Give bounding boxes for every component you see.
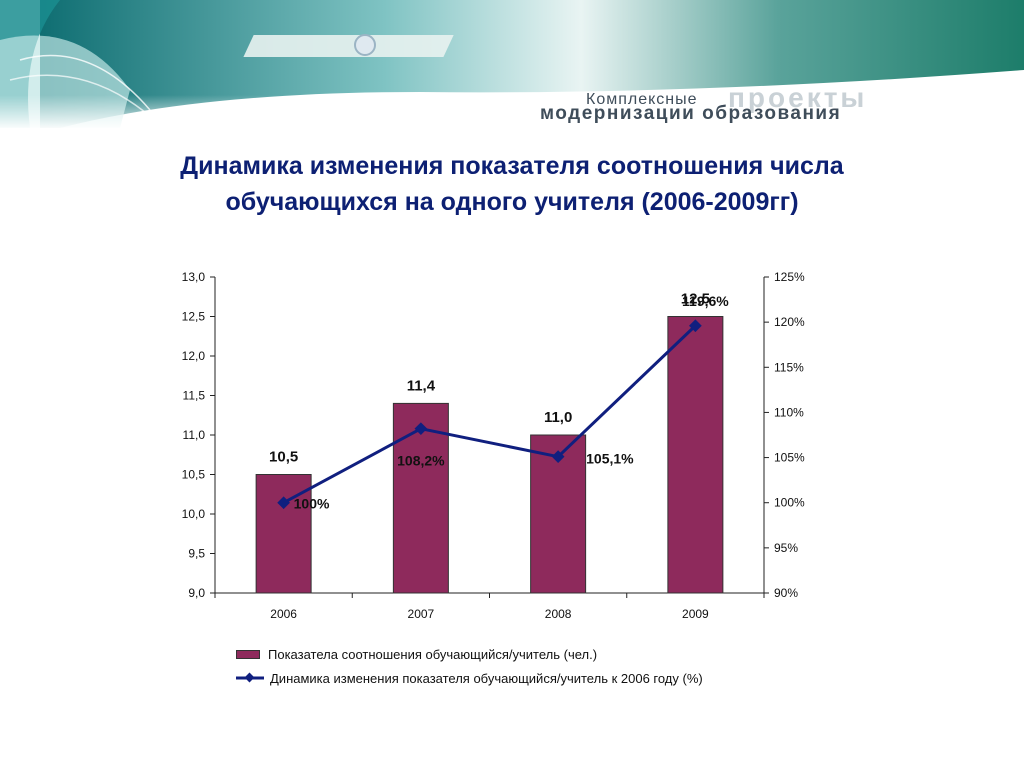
banner-title-modernization: модернизации образования xyxy=(540,103,842,124)
page-title-line-1: Динамика изменения показателя соотношени… xyxy=(180,152,844,180)
legend-item-bars: Показатела соотношения обучающийся/учите… xyxy=(236,642,703,666)
x-axis-tick-label: 2009 xyxy=(682,607,709,621)
right-axis-tick-label: 120% xyxy=(774,315,805,329)
legend-swatch-bar xyxy=(236,649,260,659)
line-value-label: 105,1% xyxy=(586,451,634,467)
legend-label-line: Динамика изменения показателя обучающийс… xyxy=(270,670,703,686)
left-axis-tick-label: 12,5 xyxy=(182,310,206,324)
legend-swatch-line xyxy=(236,672,264,683)
x-axis-tick-label: 2008 xyxy=(545,607,572,621)
line-point-marker xyxy=(414,422,428,436)
page-title-line-2: обучающихся на одного учителя (2006-2009… xyxy=(225,188,799,216)
left-axis-tick-label: 10,0 xyxy=(182,507,206,521)
banner-title-projects: проекты xyxy=(728,82,868,113)
legend-label-bars: Показатела соотношения обучающийся/учите… xyxy=(268,646,598,662)
chart-legend: Показатела соотношения обучающийся/учите… xyxy=(236,642,703,690)
left-axis-tick-label: 11,0 xyxy=(183,428,206,442)
left-axis-tick-label: 10,5 xyxy=(182,468,206,482)
line-value-label: 100% xyxy=(294,496,330,512)
left-axis-tick-label: 13,0 xyxy=(182,270,206,284)
right-axis-tick-label: 125% xyxy=(774,270,805,284)
right-axis-tick-label: 90% xyxy=(774,586,798,600)
combo-chart: 9,0 9,5 10,0 10,5 11,0 11,5 12,0 12,5 13,0 90% 95%… xyxy=(182,270,805,621)
x-axis-tick-label: 2006 xyxy=(270,607,297,621)
page-title: Динамика изменения показателя соотношени… xyxy=(60,148,964,220)
left-axis-tick-label: 11,5 xyxy=(183,389,206,403)
line-value-label: 119,6% xyxy=(682,293,729,309)
header-banner xyxy=(0,0,1024,130)
line-value-label: 108,2% xyxy=(397,453,445,469)
bar-value-label: 12,5 xyxy=(681,291,710,308)
legend-item-line: Динамика изменения показателя обучающийс… xyxy=(236,666,703,690)
line-point-marker xyxy=(277,496,290,510)
right-axis-tick-label: 115% xyxy=(774,360,804,374)
bar-value-label: 10,5 xyxy=(269,449,298,466)
bar-value-label: 11,0 xyxy=(544,409,572,426)
x-axis-tick-label: 2007 xyxy=(408,607,435,621)
left-axis-tick-label: 9,5 xyxy=(188,547,205,561)
right-axis-tick-label: 110% xyxy=(774,405,804,419)
left-axis-tick-label: 9,0 xyxy=(188,586,205,600)
bar-value-label: 11,4 xyxy=(407,377,436,394)
bar xyxy=(667,316,724,594)
left-axis-tick-label: 12,0 xyxy=(182,349,206,363)
banner-title-complex: Комплексные xyxy=(586,91,698,108)
right-axis-tick-label: 100% xyxy=(774,496,805,510)
right-axis-tick-label: 95% xyxy=(774,541,798,555)
right-axis-tick-label: 105% xyxy=(774,451,805,465)
line-series xyxy=(282,324,697,505)
